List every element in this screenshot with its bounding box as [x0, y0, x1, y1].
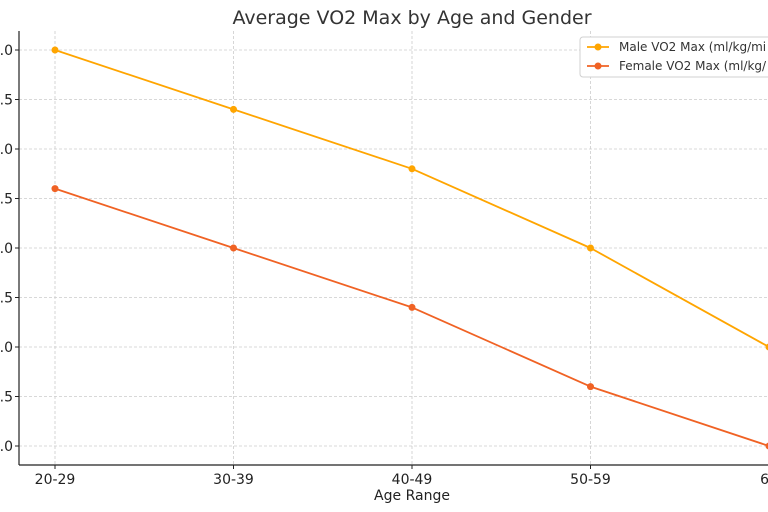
legend-box	[579, 36, 768, 78]
series-group	[51, 46, 768, 450]
data-point-female	[230, 244, 237, 252]
x-tick-label: 40-49	[392, 472, 433, 488]
legend-marker-male	[594, 43, 602, 51]
data-point-female	[587, 383, 594, 391]
data-point-female	[51, 185, 59, 193]
y-tick-label: .0	[0, 439, 13, 455]
data-point-male	[230, 105, 237, 113]
x-tick-label: 30-39	[213, 472, 254, 488]
data-point-female	[408, 303, 416, 311]
x-tick-label: 60	[760, 472, 768, 488]
legend: Male VO2 Max (ml/kg/mi Female VO2 Max (m…	[579, 36, 768, 78]
legend-label-male: Male VO2 Max (ml/kg/mi	[619, 40, 766, 54]
y-ticks: .0 .5 .0 .5 .0 .5 .0 .5 .0	[0, 43, 19, 455]
y-tick-label: .5	[0, 390, 13, 406]
y-tick-label: .0	[0, 340, 13, 356]
y-tick-label: .5	[0, 291, 13, 307]
x-ticks: 20-29 30-39 40-49 50-59 60	[35, 465, 768, 488]
y-tick-label: .0	[0, 241, 13, 257]
y-tick-label: .0	[0, 43, 13, 59]
y-tick-label: .5	[0, 192, 13, 208]
data-point-male	[587, 244, 594, 252]
data-point-male	[51, 46, 59, 54]
data-point-male	[408, 165, 416, 173]
x-axis-label: Age Range	[374, 488, 450, 504]
data-point-female	[765, 442, 768, 450]
y-tick-label: .5	[0, 93, 13, 109]
series-line-female	[54, 187, 768, 447]
x-tick-label: 50-59	[570, 472, 611, 488]
chart-title: Average VO2 Max by Age and Gender	[232, 7, 591, 29]
legend-marker-female	[594, 62, 602, 70]
y-tick-label: .0	[0, 142, 13, 158]
grid	[19, 31, 768, 465]
x-tick-label: 20-29	[35, 472, 76, 488]
legend-label-female: Female VO2 Max (ml/kg/	[619, 59, 767, 73]
data-point-male	[765, 343, 768, 351]
